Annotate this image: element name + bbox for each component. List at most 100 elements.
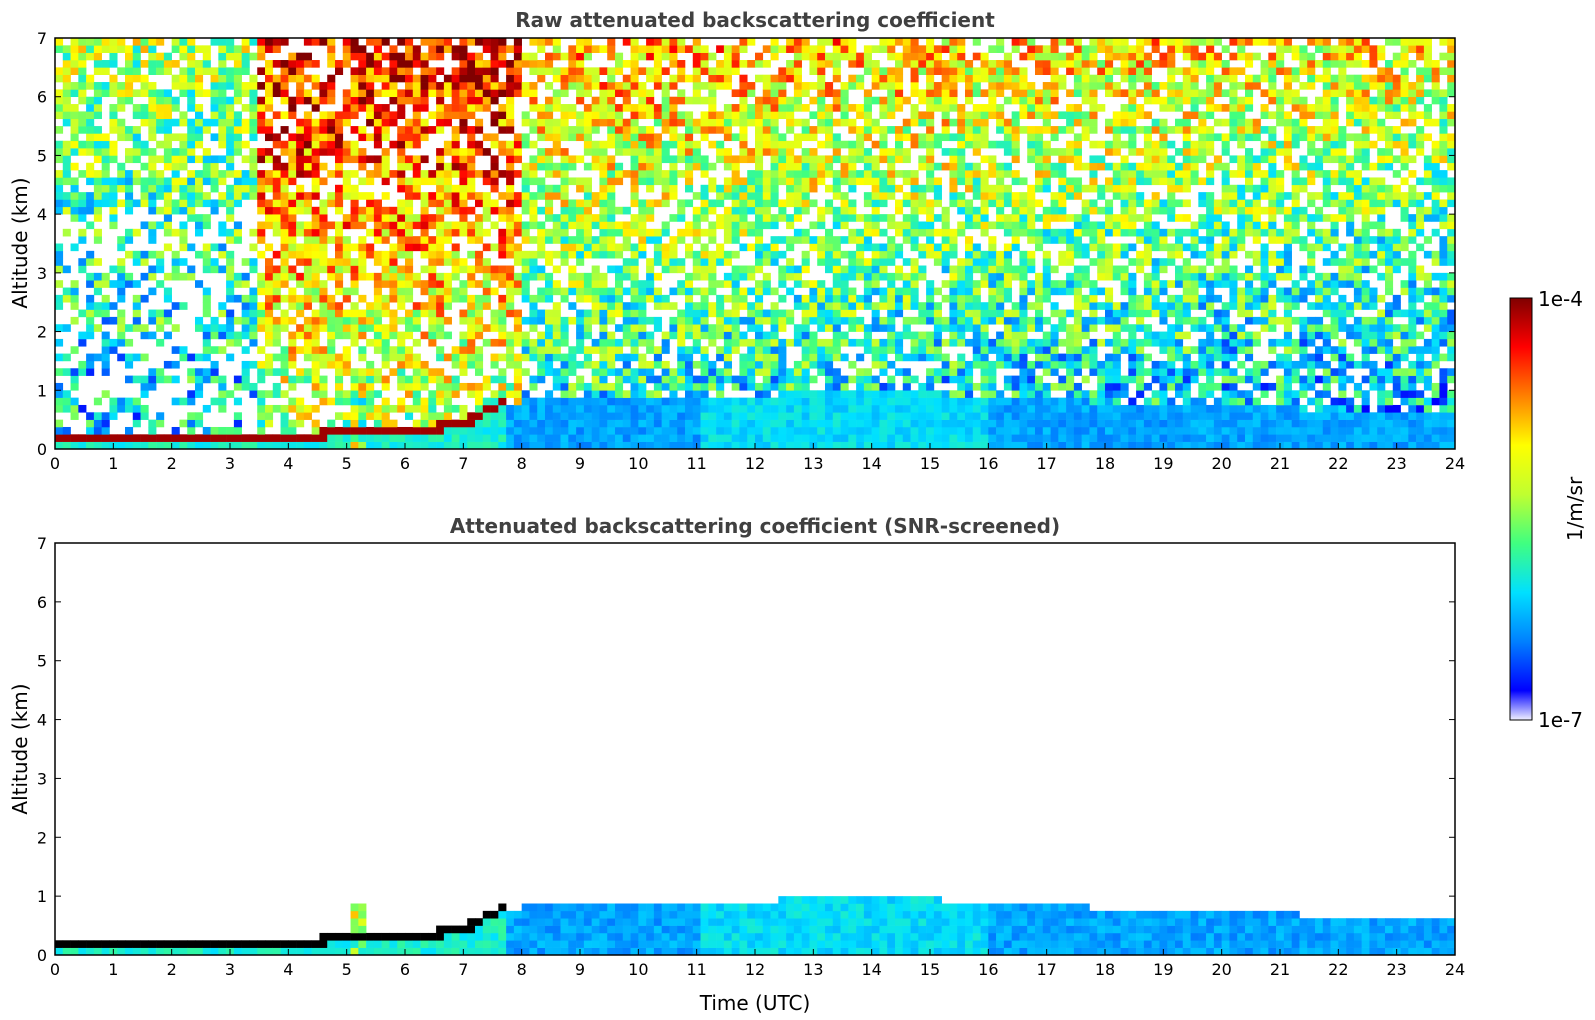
heatmap-cell <box>443 111 452 120</box>
heatmap-cell <box>109 52 118 61</box>
heatmap-cell <box>210 155 219 164</box>
heatmap-cell <box>801 419 810 428</box>
heatmap-cell <box>132 52 141 61</box>
heatmap-cell <box>373 434 382 442</box>
heatmap-cell <box>467 104 476 112</box>
heatmap-cell <box>490 287 499 296</box>
heatmap-cell <box>910 228 919 237</box>
heatmap-cell <box>498 140 507 149</box>
heatmap-cell <box>809 155 818 164</box>
heatmap-cell <box>552 45 561 53</box>
heatmap-cell <box>809 397 818 406</box>
heatmap-cell <box>335 155 344 164</box>
heatmap-cell <box>933 162 942 171</box>
heatmap-cell <box>622 302 631 310</box>
heatmap-cell <box>140 148 149 156</box>
heatmap-cell <box>723 250 732 259</box>
heatmap-cell <box>265 324 274 332</box>
heatmap-cell <box>459 294 468 303</box>
heatmap-cell <box>319 441 328 450</box>
heatmap-cell <box>397 162 406 171</box>
heatmap-cell <box>428 199 437 208</box>
heatmap-cell <box>62 155 71 164</box>
heatmap-cell <box>591 148 600 156</box>
heatmap-cell <box>459 309 468 318</box>
heatmap-cell <box>350 96 359 105</box>
heatmap-cell <box>241 316 250 325</box>
heatmap-cell <box>428 258 437 266</box>
heatmap-cell <box>210 346 219 354</box>
heatmap-cell <box>856 390 865 398</box>
heatmap-cell <box>490 170 499 178</box>
heatmap-cell <box>202 324 211 332</box>
heatmap-cell <box>296 309 305 318</box>
heatmap-cell <box>125 250 134 259</box>
heatmap-cell <box>661 184 670 193</box>
heatmap-cell <box>980 338 989 347</box>
heatmap-cell <box>848 412 857 420</box>
heatmap-cell <box>910 426 919 435</box>
heatmap-cell <box>801 133 810 142</box>
heatmap-cell <box>179 67 188 75</box>
heatmap-cell <box>793 397 802 406</box>
heatmap-cell <box>591 199 600 208</box>
heatmap-cell <box>560 250 569 259</box>
heatmap-cell <box>265 89 274 98</box>
heatmap-cell <box>482 38 491 46</box>
heatmap-cell <box>405 126 414 134</box>
heatmap-cell <box>506 419 515 428</box>
heatmap-cell <box>342 184 351 193</box>
heatmap-cell <box>965 368 974 376</box>
heatmap-cell <box>910 192 919 200</box>
heatmap-cell <box>926 82 935 90</box>
heatmap-cell <box>521 441 530 450</box>
heatmap-cell <box>895 302 904 310</box>
heatmap-cell <box>397 89 406 98</box>
heatmap-cell <box>187 441 196 450</box>
heatmap-cell <box>241 126 250 134</box>
heatmap-cell <box>972 74 981 83</box>
heatmap-cell <box>832 294 841 303</box>
heatmap-cell <box>700 441 709 450</box>
heatmap-cell <box>957 316 966 325</box>
heatmap-cell <box>825 38 834 46</box>
heatmap-cell <box>669 126 678 134</box>
heatmap-cell <box>443 441 452 450</box>
heatmap-cell <box>863 67 872 75</box>
heatmap-cell <box>560 397 569 406</box>
heatmap-cell <box>117 309 126 318</box>
heatmap-cell <box>389 170 398 178</box>
heatmap-cell <box>272 280 281 288</box>
heatmap-cell <box>529 412 538 420</box>
heatmap-cell <box>615 280 624 288</box>
heatmap-cell <box>731 426 740 435</box>
heatmap-cell <box>498 228 507 237</box>
heatmap-cell <box>591 309 600 318</box>
heatmap-cell <box>405 272 414 281</box>
heatmap-cell <box>475 302 484 310</box>
heatmap-cell <box>926 162 935 171</box>
heatmap-cell <box>638 52 647 61</box>
heatmap-cell <box>832 338 841 347</box>
heatmap-cell <box>459 426 468 435</box>
heatmap-cell <box>840 140 849 149</box>
heatmap-cell <box>381 324 390 332</box>
heatmap-cell <box>373 287 382 296</box>
heatmap-cell <box>140 140 149 149</box>
heatmap-cell <box>335 126 344 134</box>
heatmap-cell <box>125 170 134 178</box>
heatmap-cell <box>957 272 966 281</box>
heatmap-cell <box>933 67 942 75</box>
heatmap-cell <box>117 441 126 450</box>
heatmap-cell <box>288 265 297 274</box>
heatmap-cell <box>195 111 204 120</box>
heatmap-cell <box>615 419 624 428</box>
heatmap-cell <box>622 133 631 142</box>
heatmap-cell <box>109 118 118 127</box>
heatmap-cell <box>459 155 468 164</box>
heatmap-cell <box>405 265 414 274</box>
heatmap-cell <box>148 419 157 428</box>
heatmap-cell <box>420 74 429 83</box>
heatmap-cell <box>218 199 227 208</box>
heatmap-cell <box>381 404 390 413</box>
